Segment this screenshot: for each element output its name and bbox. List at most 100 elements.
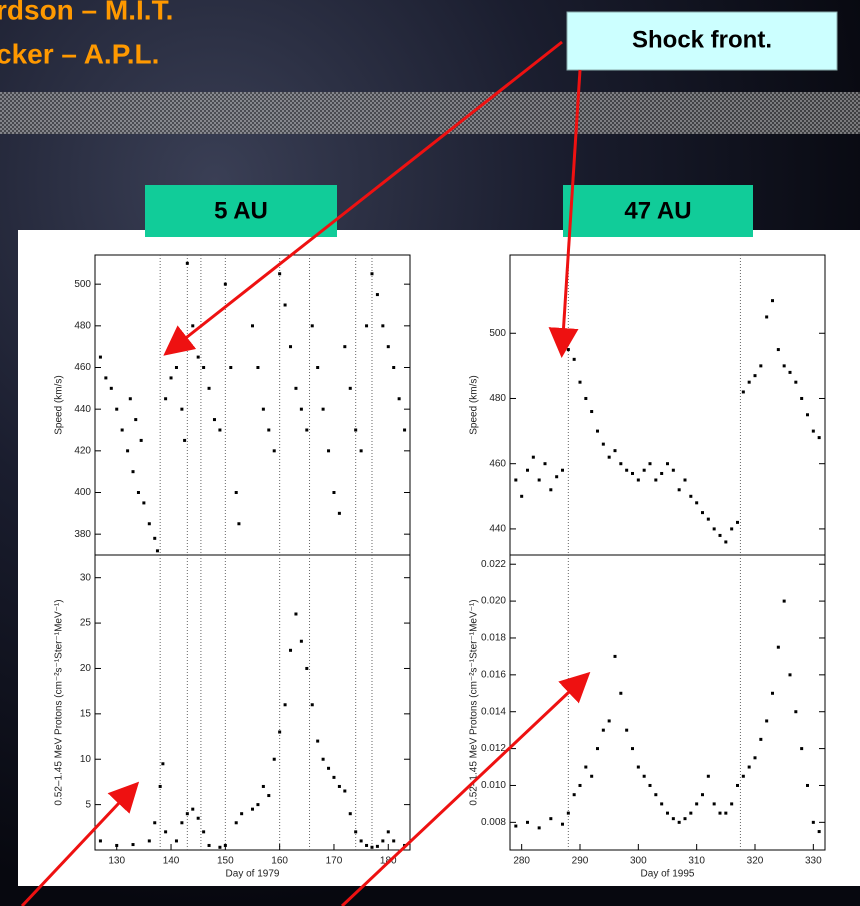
- point: [544, 462, 547, 465]
- point: [771, 299, 774, 302]
- point: [273, 449, 276, 452]
- point: [777, 348, 780, 351]
- point: [338, 785, 341, 788]
- point: [561, 823, 564, 826]
- point: [672, 469, 675, 472]
- point: [754, 374, 757, 377]
- x-axis-label: Day of 1995: [641, 869, 695, 880]
- point: [343, 345, 346, 348]
- point: [748, 381, 751, 384]
- point: [730, 802, 733, 805]
- point: [800, 397, 803, 400]
- point: [701, 511, 704, 514]
- point: [349, 812, 352, 815]
- point: [398, 397, 401, 400]
- point: [343, 790, 346, 793]
- y-tick-label: 25: [80, 618, 92, 629]
- point: [104, 376, 107, 379]
- point: [602, 443, 605, 446]
- point: [180, 821, 183, 824]
- point: [183, 439, 186, 442]
- point: [202, 366, 205, 369]
- point: [300, 408, 303, 411]
- y-tick-label: 0.018: [481, 633, 506, 644]
- point: [316, 366, 319, 369]
- point: [392, 839, 395, 842]
- point: [294, 613, 297, 616]
- y-tick-label: 420: [74, 445, 91, 456]
- y-tick-label: 0.020: [481, 596, 506, 607]
- point: [619, 692, 622, 695]
- x-tick-label: 310: [688, 856, 705, 867]
- point: [191, 324, 194, 327]
- point: [619, 462, 622, 465]
- point: [678, 488, 681, 491]
- y-tick-label: 0.016: [481, 669, 506, 680]
- point: [267, 429, 270, 432]
- point: [289, 649, 292, 652]
- point: [631, 472, 634, 475]
- point: [208, 387, 211, 390]
- point: [584, 766, 587, 769]
- point: [649, 462, 652, 465]
- header-line: rdson – M.I.T.: [0, 0, 173, 25]
- point: [783, 600, 786, 603]
- y-tick-label: 20: [80, 663, 92, 674]
- point: [360, 839, 363, 842]
- point: [631, 747, 634, 750]
- panel-title: 5 AU: [214, 197, 268, 224]
- point: [186, 262, 189, 265]
- y-tick-label: 500: [74, 279, 91, 290]
- point: [707, 775, 710, 778]
- point: [818, 436, 821, 439]
- point: [538, 826, 541, 829]
- point: [322, 408, 325, 411]
- point: [812, 430, 815, 433]
- point: [520, 495, 523, 498]
- point: [327, 767, 330, 770]
- point: [180, 408, 183, 411]
- point: [590, 410, 593, 413]
- point: [573, 358, 576, 361]
- point: [110, 387, 113, 390]
- point: [567, 348, 570, 351]
- band: [0, 92, 860, 134]
- point: [403, 429, 406, 432]
- point: [156, 549, 159, 552]
- point: [251, 808, 254, 811]
- point: [365, 844, 368, 847]
- point: [284, 703, 287, 706]
- point: [567, 812, 570, 815]
- callout: Shock front.: [632, 26, 772, 53]
- point: [596, 430, 599, 433]
- point: [637, 766, 640, 769]
- point: [278, 731, 281, 734]
- point: [654, 793, 657, 796]
- point: [689, 812, 692, 815]
- point: [300, 640, 303, 643]
- point: [164, 397, 167, 400]
- page: rdson – M.I.T. cker – A.P.L. 5 AU 47 AU …: [0, 0, 860, 906]
- point: [365, 324, 368, 327]
- x-tick-label: 150: [217, 856, 234, 867]
- point: [175, 839, 178, 842]
- point: [666, 462, 669, 465]
- point: [526, 821, 529, 824]
- point: [637, 479, 640, 482]
- y-tick-label: 500: [489, 328, 506, 339]
- point: [701, 793, 704, 796]
- x-tick-label: 160: [271, 856, 288, 867]
- point: [370, 846, 373, 849]
- point: [707, 518, 710, 521]
- point: [660, 472, 663, 475]
- point: [148, 522, 151, 525]
- point: [256, 366, 259, 369]
- point: [354, 429, 357, 432]
- point: [584, 397, 587, 400]
- point: [713, 527, 716, 530]
- y-tick-label: 440: [489, 524, 506, 535]
- point: [387, 345, 390, 348]
- point: [748, 766, 751, 769]
- point: [262, 785, 265, 788]
- point: [590, 775, 593, 778]
